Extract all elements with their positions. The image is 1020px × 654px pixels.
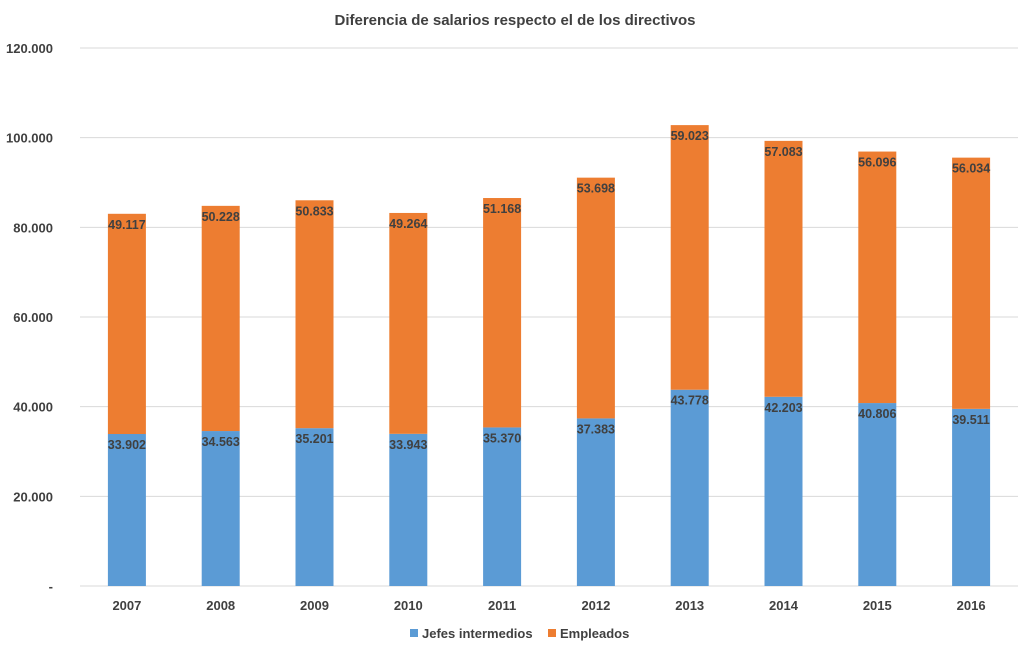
legend: Jefes intermedios Empleados <box>410 626 629 641</box>
bar-jefes-intermedios-2014 <box>764 396 803 586</box>
data-label: 35.201 <box>295 432 333 446</box>
data-label: 34.563 <box>202 435 240 449</box>
data-label: 50.833 <box>295 204 333 218</box>
x-tick-label: 2013 <box>675 598 704 613</box>
data-label: 35.370 <box>483 431 521 445</box>
bar-empleados-2010 <box>389 212 428 434</box>
bar-jefes-intermedios-2015 <box>858 403 897 586</box>
bars <box>107 125 991 586</box>
x-tick-label: 2012 <box>581 598 610 613</box>
x-tick-label: 2014 <box>769 598 799 613</box>
legend-label: Empleados <box>560 626 629 641</box>
legend-swatch-empleados <box>548 629 556 637</box>
legend-label: Jefes intermedios <box>422 626 533 641</box>
bar-empleados-2014 <box>764 140 803 397</box>
x-tick-label: 2008 <box>206 598 235 613</box>
x-axis-ticks: 2007 2008 2009 2010 2011 2012 2013 2014 2015 2016 <box>112 598 985 613</box>
y-tick-label: - <box>49 579 53 594</box>
x-tick-label: 2007 <box>112 598 141 613</box>
bar-empleados-2009 <box>295 200 334 429</box>
bar-empleados-2007 <box>107 213 146 435</box>
y-tick-label: 120.000 <box>6 41 53 56</box>
data-label: 59.023 <box>671 129 709 143</box>
data-label: 57.083 <box>764 145 802 159</box>
bar-empleados-2013 <box>670 125 709 390</box>
y-tick-label: 80.000 <box>13 220 53 235</box>
y-tick-label: 40.000 <box>13 400 53 415</box>
legend-swatch-jefes-intermedios <box>410 629 418 637</box>
bar-empleados-2012 <box>576 177 615 419</box>
y-tick-label: 20.000 <box>13 489 53 504</box>
chart-title: Diferencia de salarios respecto el de lo… <box>335 12 696 29</box>
y-axis-ticks: - 20.000 40.000 60.000 80.000 100.000 120.000 <box>6 41 53 594</box>
data-label: 40.806 <box>858 407 896 421</box>
bar-jefes-intermedios-2013 <box>670 389 709 586</box>
x-tick-label: 2010 <box>394 598 423 613</box>
data-label: 53.698 <box>577 182 615 196</box>
x-tick-label: 2011 <box>488 598 516 613</box>
data-label: 56.034 <box>952 162 990 176</box>
data-label: 43.778 <box>671 394 709 408</box>
x-tick-label: 2009 <box>300 598 329 613</box>
data-label: 49.117 <box>108 218 146 232</box>
data-label: 42.203 <box>764 401 802 415</box>
bar-jefes-intermedios-2008 <box>201 431 240 586</box>
x-tick-label: 2016 <box>957 598 986 613</box>
bar-empleados-2016 <box>952 157 991 409</box>
bar-jefes-intermedios-2016 <box>952 408 991 586</box>
y-tick-label: 100.000 <box>6 131 53 146</box>
data-label: 56.096 <box>858 156 896 170</box>
x-tick-label: 2015 <box>863 598 892 613</box>
bar-empleados-2015 <box>858 151 897 404</box>
data-label: 33.902 <box>108 438 146 452</box>
y-tick-label: 60.000 <box>13 310 53 325</box>
bar-jefes-intermedios-2009 <box>295 428 334 586</box>
bar-jefes-intermedios-2012 <box>576 418 615 586</box>
bar-empleados-2008 <box>201 205 240 432</box>
data-label: 33.943 <box>389 438 427 452</box>
bar-jefes-intermedios-2011 <box>483 427 522 586</box>
data-label: 37.383 <box>577 422 615 436</box>
data-label: 50.228 <box>202 210 240 224</box>
data-label: 51.168 <box>483 202 521 216</box>
bar-jefes-intermedios-2010 <box>389 433 428 586</box>
data-labels: 33.902 49.117 34.563 50.228 35.201 50.833 33.9… <box>108 129 990 452</box>
bar-jefes-intermedios-2007 <box>107 434 146 586</box>
data-label: 49.264 <box>389 217 427 231</box>
data-label: 39.511 <box>952 413 990 427</box>
bar-empleados-2011 <box>483 198 522 428</box>
